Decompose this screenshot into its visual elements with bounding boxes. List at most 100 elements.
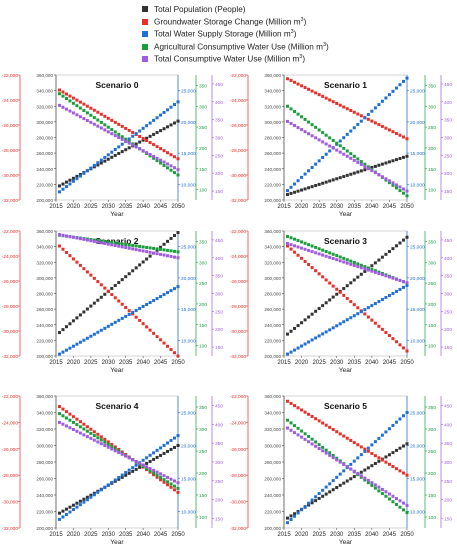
- consumptive-point: [338, 460, 342, 464]
- groundwater-point: [61, 407, 65, 411]
- supply-point: [345, 132, 349, 136]
- supply-tick-label: 15,000: [181, 477, 196, 483]
- groundwater-point: [120, 302, 124, 306]
- groundwater-point: [169, 485, 173, 489]
- consumptive-point: [384, 274, 388, 278]
- consumptive-point: [96, 124, 100, 128]
- supply-tick-label: 20,000: [181, 276, 196, 282]
- supply-point: [99, 488, 103, 492]
- agricultural-point: [405, 194, 409, 198]
- consumptive-point: [296, 245, 300, 249]
- population-point: [401, 155, 405, 159]
- groundwater-point: [324, 96, 328, 100]
- groundwater-point: [345, 107, 349, 111]
- population-point: [138, 465, 142, 469]
- supply-point: [173, 287, 177, 291]
- consumptive-point: [124, 139, 128, 143]
- agricultural-point: [331, 252, 335, 256]
- consumptive-point: [310, 134, 314, 138]
- population-point: [141, 260, 145, 264]
- supply-point: [68, 346, 72, 350]
- agricultural-point: [106, 240, 110, 244]
- supply-tick-label: 25,000: [410, 245, 425, 251]
- consumptive-point: [380, 273, 384, 277]
- agricultural-point: [106, 125, 110, 129]
- consumptive-point: [321, 140, 325, 144]
- groundwater-point: [338, 290, 342, 294]
- population-tick-label: 320,000: [36, 260, 53, 265]
- consumptive-series: [57, 420, 180, 485]
- population-point: [159, 453, 163, 457]
- supply-point: [176, 100, 180, 104]
- supply-point: [113, 148, 117, 152]
- agricultural-tick-label: 300: [199, 104, 207, 110]
- x-tick-label: 2045: [383, 360, 397, 366]
- chart-title: Scenario 5: [324, 401, 367, 411]
- population-point: [75, 316, 79, 320]
- population-point: [61, 328, 65, 332]
- consumptive-point: [373, 483, 377, 487]
- groundwater-point: [314, 91, 318, 95]
- groundwater-point: [363, 447, 367, 451]
- consumptive-point: [134, 145, 138, 149]
- consumptive-point: [57, 420, 61, 424]
- population-point: [99, 161, 103, 165]
- consumptive-tick-label: 400: [215, 422, 223, 428]
- agricultural-point: [110, 241, 114, 245]
- population-tick-label: 220,000: [264, 510, 281, 515]
- consumptive-point: [401, 187, 405, 191]
- groundwater-point: [113, 120, 117, 124]
- consumptive-point: [120, 245, 124, 249]
- groundwater-point: [148, 328, 152, 332]
- supply-point: [155, 297, 159, 301]
- legend-item-groundwater: Groundwater Storage Change (Million m3): [142, 16, 452, 29]
- x-tick-label: 2030: [102, 204, 116, 210]
- supply-point: [120, 316, 124, 320]
- consumptive-point: [131, 247, 135, 251]
- supply-point: [286, 352, 290, 356]
- population-point: [286, 193, 290, 197]
- consumptive-point: [152, 251, 156, 255]
- groundwater-series: [286, 244, 409, 353]
- x-tick-label: 2020: [295, 532, 309, 538]
- consumptive-point: [398, 499, 402, 503]
- x-tick-label: 2015: [277, 360, 291, 366]
- supply-point: [82, 171, 86, 175]
- consumptive-point: [61, 105, 65, 109]
- groundwater-point: [89, 273, 93, 277]
- agricultural-point: [113, 241, 117, 245]
- supply-point: [124, 471, 128, 475]
- supply-tick-label: 25,000: [181, 245, 196, 251]
- population-point: [68, 178, 72, 182]
- supply-point: [356, 456, 360, 460]
- consumptive-tick-label: 450: [444, 403, 452, 409]
- agricultural-point: [57, 412, 61, 416]
- agricultural-point: [57, 92, 61, 96]
- supply-point: [110, 480, 114, 484]
- agricultural-point: [166, 248, 170, 252]
- groundwater-point: [110, 293, 114, 297]
- groundwater-tick-label: -22,000: [230, 73, 247, 79]
- groundwater-point: [300, 84, 304, 88]
- groundwater-point: [384, 126, 388, 130]
- consumptive-point: [85, 118, 89, 122]
- consumptive-point: [321, 253, 325, 257]
- agricultural-point: [363, 478, 367, 482]
- groundwater-point: [152, 473, 156, 477]
- groundwater-point: [103, 114, 107, 118]
- supply-point: [310, 165, 314, 169]
- population-point: [303, 318, 307, 322]
- supply-point: [310, 498, 314, 502]
- supply-point: [152, 299, 156, 303]
- supply-point: [321, 332, 325, 336]
- population-tick-label: 340,000: [264, 245, 281, 250]
- consumptive-point: [138, 248, 142, 252]
- consumptive-series: [57, 233, 180, 260]
- consumptive-tick-label: 350: [444, 441, 452, 447]
- groundwater-point: [117, 122, 121, 126]
- groundwater-tick-label: -28,000: [230, 473, 247, 479]
- consumptive-tick-label: 200: [444, 498, 452, 504]
- population-point: [303, 187, 307, 191]
- agricultural-point: [162, 248, 166, 252]
- consumptive-point: [370, 269, 374, 273]
